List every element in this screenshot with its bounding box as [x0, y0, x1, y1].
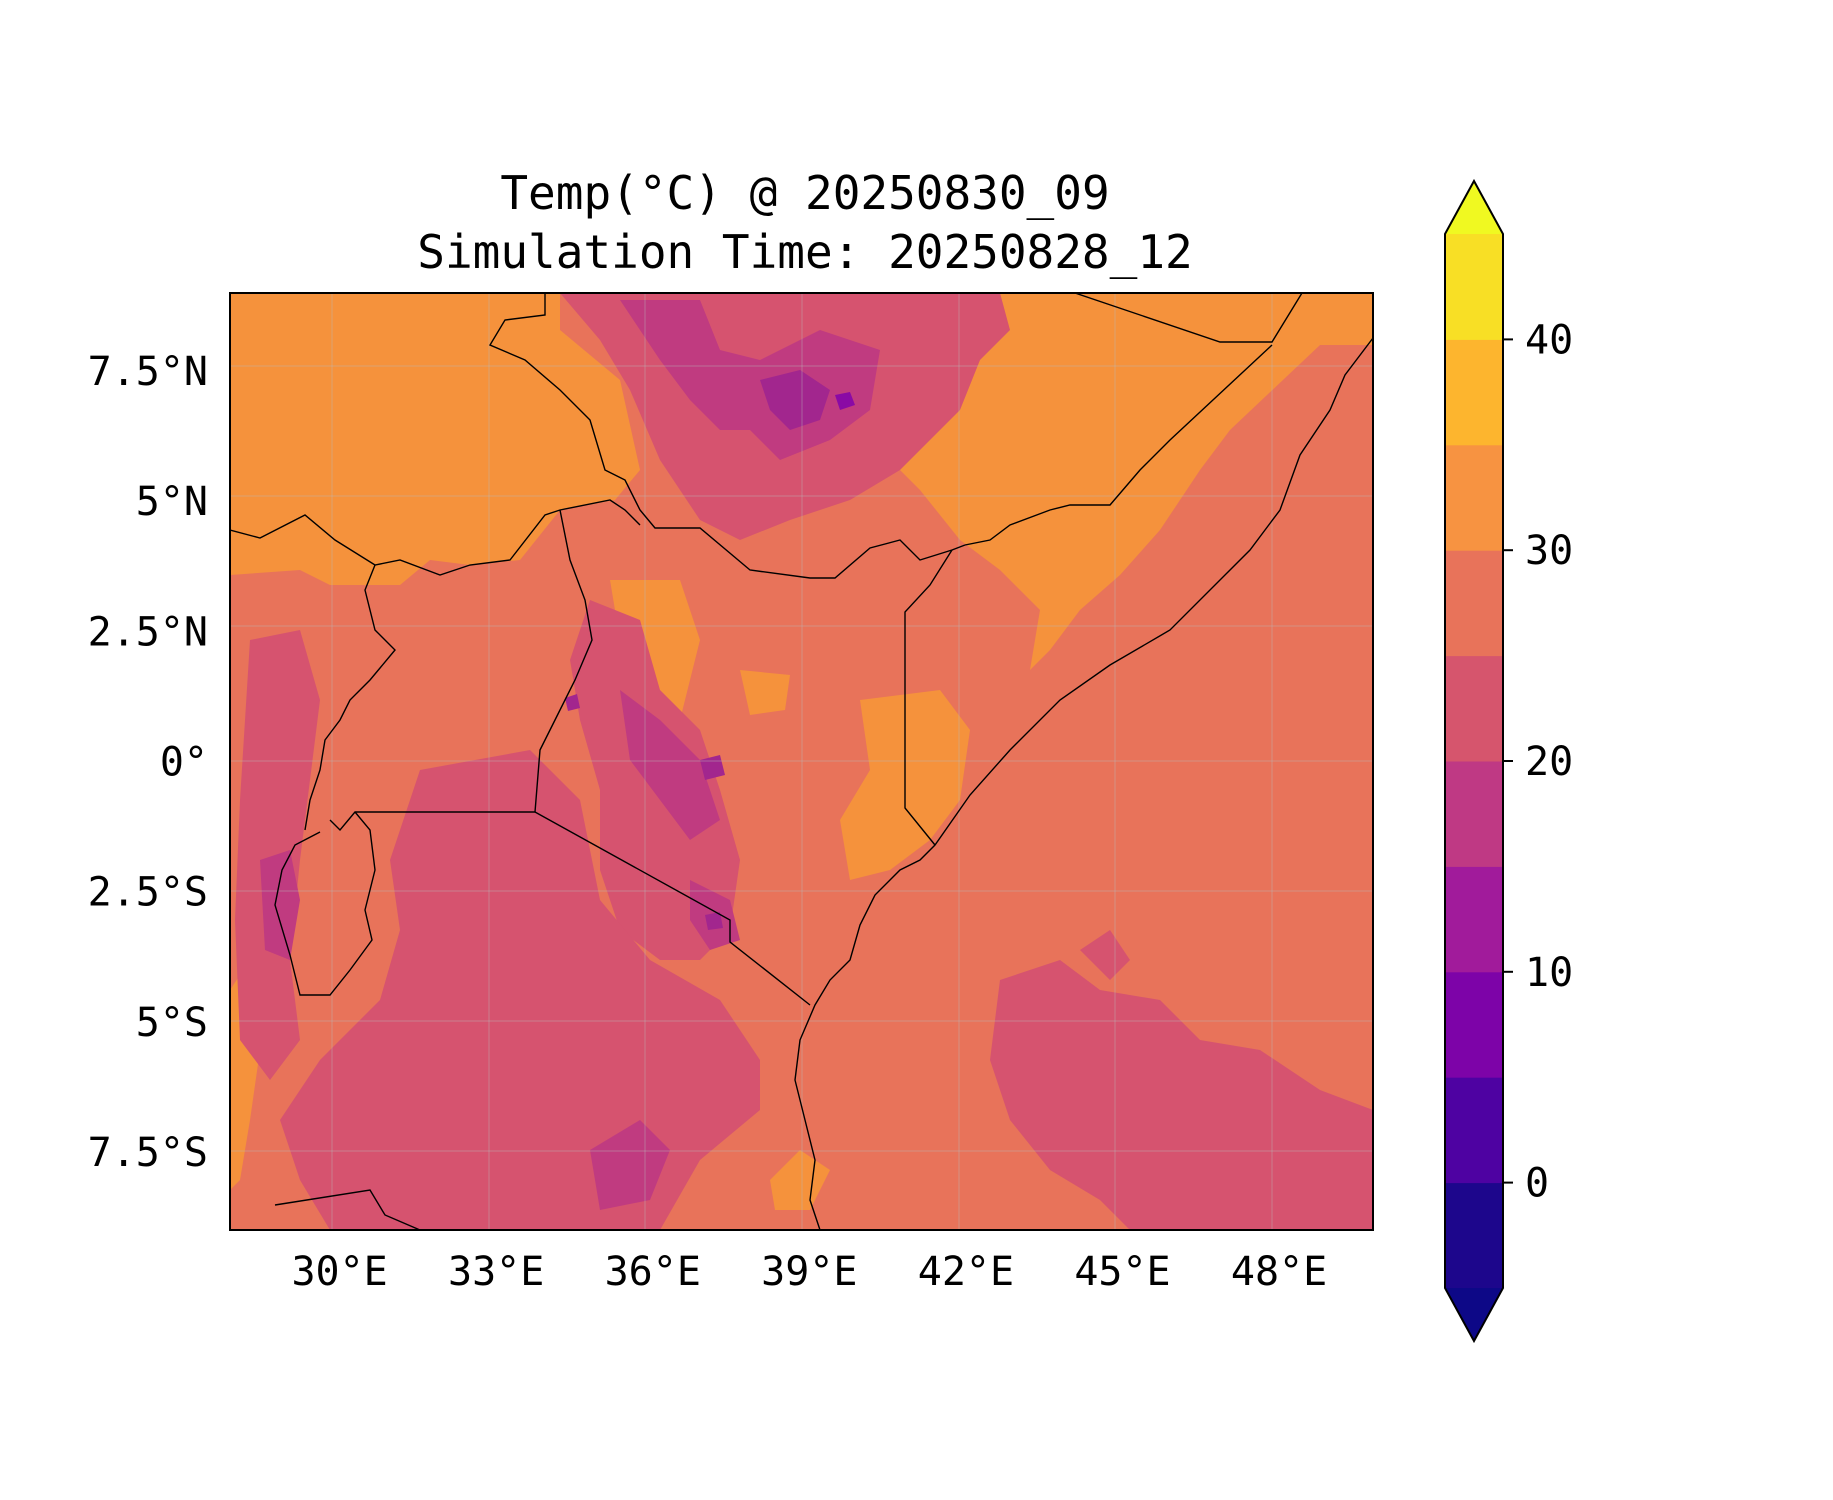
colorbar-band	[1445, 655, 1503, 762]
colorbar-tick-label: 20	[1525, 739, 1573, 785]
border-tanzania-kenya	[534, 811, 811, 1006]
colorbar-band	[1445, 1182, 1503, 1289]
colorbar-band	[1445, 971, 1503, 1078]
y-tick-label: 0°	[160, 740, 208, 786]
x-tick-label: 45°E	[1074, 1249, 1170, 1295]
y-tick-label: 5°N	[136, 479, 208, 525]
country-borders	[230, 293, 1373, 1230]
temp-band-10-15-ethiopia	[760, 370, 830, 430]
colorbar-band	[1445, 866, 1503, 973]
colorbar-outline	[1444, 178, 1504, 1344]
border-sudan-ss	[230, 499, 641, 576]
temp-band-5-10-ethiopia-peak	[835, 392, 855, 410]
colorbar-band	[1445, 339, 1503, 446]
border-kenya-ethiopia	[964, 344, 1273, 546]
colorbar-band	[1445, 234, 1503, 340]
colorbar-under-triangle	[1445, 1288, 1503, 1341]
map-frame	[229, 292, 1374, 1231]
temp-band-15-20-kenya	[620, 690, 720, 840]
x-tick-label: 39°E	[761, 1249, 857, 1295]
x-tick-label: 36°E	[605, 1249, 701, 1295]
y-axis-ticks: 7.5°N 5°N 2.5°N 0° 2.5°S 5°S 7.5°S	[88, 349, 208, 1176]
border-rwanda-burundi	[274, 811, 376, 996]
y-tick-label: 5°S	[136, 1000, 208, 1046]
y-tick-label: 7.5°S	[88, 1130, 208, 1176]
temperature-map: 30°E 33°E 36°E 39°E 42°E 45°E 48°E 7.5°N 5°N 2.5…	[88, 292, 1374, 1295]
border-south-sudan-ethiopia	[488, 293, 966, 579]
temp-band-30-35-northwest	[230, 293, 640, 585]
colorbar: 0 10 20 30 40	[1444, 178, 1573, 1344]
border-uganda	[329, 509, 593, 832]
temp-band-10-15-kili	[705, 912, 723, 930]
coastline-east-africa	[794, 337, 1373, 1230]
border-kenya-somalia	[904, 549, 953, 846]
x-tick-label: 48°E	[1231, 1249, 1327, 1295]
colorbar-band	[1445, 1077, 1503, 1184]
temp-band-10-15-kenya	[700, 755, 725, 780]
temp-band-20-25-ocean2	[1080, 930, 1130, 980]
temp-band-15-20-tanz	[590, 1120, 670, 1210]
x-tick-label: 42°E	[918, 1249, 1014, 1295]
border-ethiopia-somalia	[1074, 293, 1303, 343]
colorbar-band	[1445, 550, 1503, 657]
colorbar-tick-label: 0	[1525, 1161, 1549, 1207]
x-axis-ticks: 30°E 33°E 36°E 39°E 42°E 45°E 48°E	[291, 1249, 1327, 1295]
x-tick-label: 30°E	[291, 1249, 387, 1295]
colorbar-tick-label: 40	[1525, 317, 1573, 363]
border-tanz-south	[274, 1189, 421, 1230]
colorbar-ticks: 0 10 20 30 40	[1503, 317, 1573, 1207]
y-tick-label: 7.5°N	[88, 349, 208, 395]
temp-band-10-15-elgon	[565, 694, 580, 711]
y-tick-label: 2.5°N	[88, 609, 208, 655]
gridlines	[230, 293, 1373, 1230]
colorbar-band	[1445, 761, 1503, 867]
map-title: Temp(°C) @ 20250830_09	[500, 166, 1110, 220]
x-tick-label: 33°E	[448, 1249, 544, 1295]
colorbar-tick-label: 30	[1525, 528, 1573, 574]
colorbar-band	[1445, 444, 1503, 551]
temp-band-15-20-rwanda	[260, 850, 300, 960]
temp-band-30-35-ogaden	[1040, 380, 1150, 500]
map-subtitle: Simulation Time: 20250828_12	[417, 225, 1193, 279]
border-uganda-drc	[304, 564, 396, 831]
colorbar-over-triangle	[1445, 181, 1503, 234]
temp-band-20-25-tanzania	[280, 750, 760, 1230]
colorbar-tick-label: 10	[1525, 950, 1573, 996]
y-tick-label: 2.5°S	[88, 870, 208, 916]
colorbar-bands	[1445, 234, 1503, 1289]
temp-band-30-35-northkenya	[740, 670, 790, 715]
temp-band-20-25-indianocean	[990, 960, 1373, 1230]
